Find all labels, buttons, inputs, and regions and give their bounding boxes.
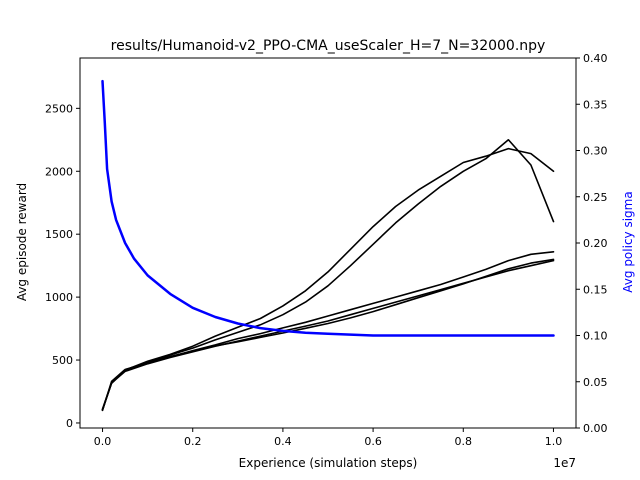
reward-series-line-1 [101, 147, 555, 410]
y-left-tick-label: 1000 [45, 291, 73, 304]
y-right-tick-label: 0.15 [583, 283, 608, 296]
x-tick-label: 0.4 [274, 435, 292, 448]
sigma-series-line [101, 79, 555, 337]
y-left-tick-label: 2500 [45, 102, 73, 115]
y-left-tick-label: 0 [66, 417, 73, 430]
y-right-tick-label: 0.35 [583, 98, 608, 111]
x-tick-label: 0.6 [364, 435, 382, 448]
reward-series-line-5 [101, 258, 555, 411]
y-right-tick-label: 0.40 [583, 52, 608, 65]
x-tick-label: 0.2 [184, 435, 202, 448]
axes-layer: 0.0 0.2 0.4 0.6 0.8 1.0 0 500 1000 1500 2000 2500 0.… [45, 52, 608, 448]
x-tick-label: 0.0 [94, 435, 112, 448]
y-right-tick-label: 0.20 [583, 237, 608, 250]
y-right-tick-label: 0.00 [583, 422, 608, 435]
y-right-tick-label: 0.30 [583, 145, 608, 158]
x-axis-label: Experience (simulation steps) [239, 456, 418, 470]
y-right-tick-label: 0.10 [583, 330, 608, 343]
chart-title: results/Humanoid-v2_PPO-CMA_useScaler_H=… [111, 38, 546, 54]
series-layer [101, 79, 555, 412]
x-tick-label: 0.8 [455, 435, 473, 448]
y-left-tick-label: 2000 [45, 165, 73, 178]
reward-series-line-2 [101, 139, 555, 412]
y-axis-right-label: Avg policy sigma [621, 191, 635, 292]
x-tick-label: 1.0 [545, 435, 563, 448]
y-left-tick-label: 1500 [45, 228, 73, 241]
y-axis-left-label: Avg episode reward [15, 183, 29, 301]
y-right-tick-label: 0.05 [583, 376, 608, 389]
y-left-tick-label: 500 [52, 354, 73, 367]
y-right-tick-label: 0.25 [583, 191, 608, 204]
x-axis-offset-label: 1e7 [553, 456, 576, 470]
